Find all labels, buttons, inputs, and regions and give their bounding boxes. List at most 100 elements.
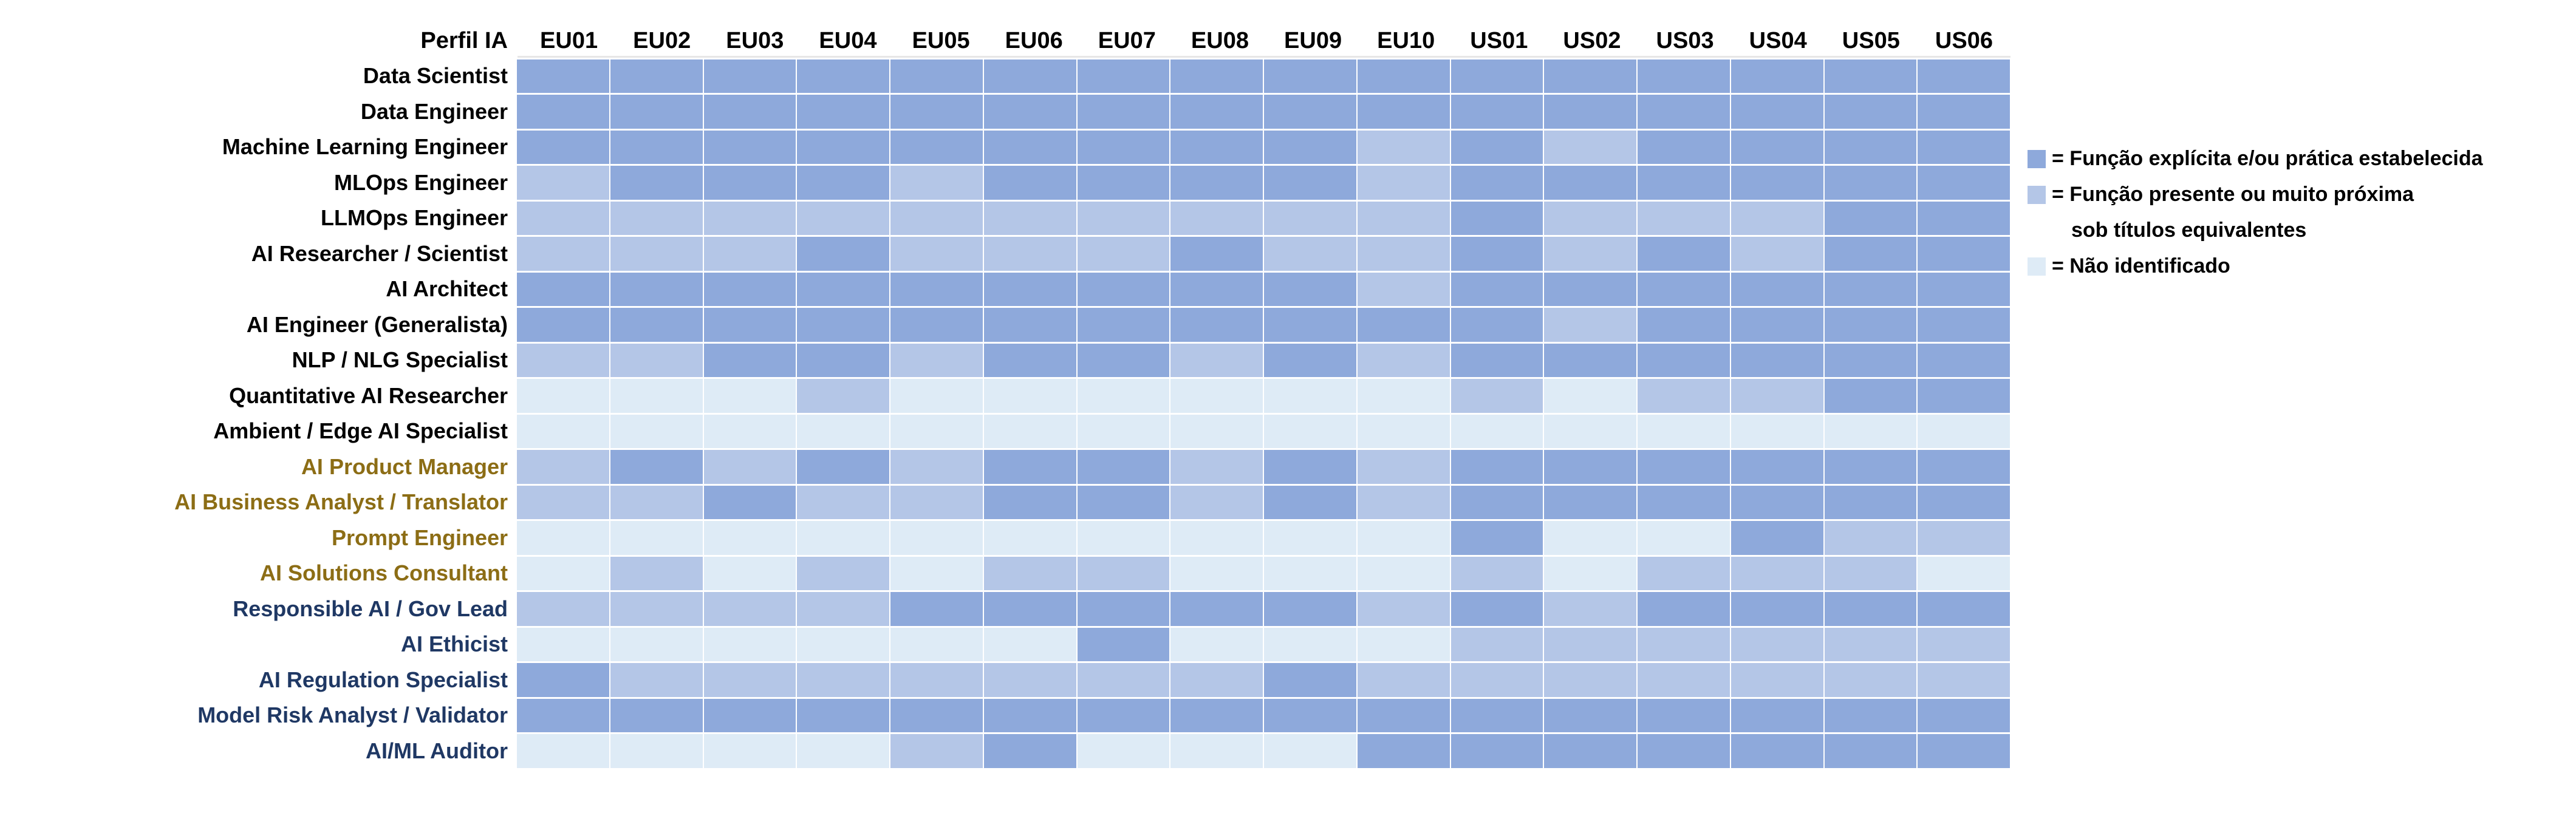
heatmap-cell — [1357, 379, 1450, 413]
heatmap-cell — [1170, 59, 1263, 93]
heatmap-row: Data Scientist — [0, 58, 2011, 94]
column-header: EU08 — [1191, 28, 1249, 53]
heatmap-cell — [1077, 272, 1170, 306]
heatmap-cell — [1077, 130, 1170, 164]
legend: = Função explícita e/ou prática estabele… — [2028, 141, 2483, 284]
heatmap-cell — [890, 485, 983, 519]
heatmap-cell — [797, 698, 889, 732]
heatmap-cell — [1264, 59, 1356, 93]
heatmap-cell — [1824, 343, 1917, 377]
heatmap-row: Prompt Engineer — [0, 520, 2011, 556]
heatmap-cell — [983, 556, 1076, 590]
heatmap-cell — [517, 663, 609, 697]
heatmap-cell — [1264, 485, 1356, 519]
heatmap-cell — [890, 201, 983, 235]
heatmap-cell — [1357, 166, 1450, 200]
heatmap-cell — [517, 308, 609, 342]
heatmap-cell — [1357, 592, 1450, 626]
column-header: US04 — [1749, 28, 1807, 53]
heatmap-cell — [1824, 663, 1917, 697]
heatmap-cell — [1450, 237, 1543, 271]
heatmap-cell — [1638, 450, 1730, 484]
heatmap-cell — [1544, 308, 1636, 342]
heatmap-cell — [1450, 698, 1543, 732]
heatmap-cell — [1264, 237, 1356, 271]
legend-swatch — [2028, 257, 2046, 276]
heatmap-cell — [983, 95, 1076, 129]
column-header: US02 — [1563, 28, 1621, 53]
heatmap-cell — [1918, 343, 2010, 377]
heatmap-cell — [1918, 592, 2010, 626]
heatmap-cell — [983, 237, 1076, 271]
heatmap-cell — [1450, 166, 1543, 200]
heatmap-cell — [1918, 414, 2010, 448]
heatmap-cell — [1450, 592, 1543, 626]
heatmap-row: Responsible AI / Gov Lead — [0, 591, 2011, 627]
heatmap-cell — [1077, 95, 1170, 129]
heatmap-cell — [1170, 379, 1263, 413]
heatmap-cell — [703, 130, 796, 164]
legend-item: = Não identificado — [2028, 248, 2483, 284]
heatmap-cell — [1544, 414, 1636, 448]
heatmap-cell — [1170, 734, 1263, 768]
heatmap-cell — [1264, 592, 1356, 626]
heatmap-cell — [797, 201, 889, 235]
heatmap-cell — [610, 663, 703, 697]
heatmap-cell — [890, 95, 983, 129]
heatmap-cell — [1357, 59, 1450, 93]
heatmap-cell — [703, 166, 796, 200]
heatmap-cell — [1450, 272, 1543, 306]
heatmap-row: AI Engineer (Generalista) — [0, 307, 2011, 343]
heatmap-cell — [1824, 201, 1917, 235]
heatmap-cell — [983, 485, 1076, 519]
heatmap-cell — [1638, 521, 1730, 555]
heatmap-cell — [1450, 201, 1543, 235]
heatmap-cell — [1170, 95, 1263, 129]
heatmap-cell — [797, 663, 889, 697]
heatmap-cell — [1264, 308, 1356, 342]
heatmap-cell — [1824, 592, 1917, 626]
heatmap-cell — [1450, 379, 1543, 413]
row-label: Ambient / Edge AI Specialist — [213, 418, 508, 443]
legend-label-continuation: sob títulos equivalentes — [2071, 219, 2307, 242]
column-header: EU06 — [1005, 28, 1063, 53]
heatmap-cell — [890, 734, 983, 768]
heatmap-cell — [1264, 379, 1356, 413]
heatmap-row: AI Product Manager — [0, 449, 2011, 485]
heatmap-cell — [1638, 663, 1730, 697]
heatmap-cell — [1077, 592, 1170, 626]
heatmap-cell — [1730, 627, 1823, 661]
legend-swatch — [2028, 185, 2046, 204]
heatmap-cell — [1077, 663, 1170, 697]
heatmap-cell — [1730, 414, 1823, 448]
heatmap-cell — [517, 698, 609, 732]
heatmap-cell — [1730, 663, 1823, 697]
column-header: EU04 — [819, 28, 877, 53]
heatmap-cell — [517, 343, 609, 377]
heatmap-cell — [1824, 485, 1917, 519]
heatmap-cell — [703, 627, 796, 661]
heatmap-cell — [1918, 95, 2010, 129]
heatmap-cell — [1077, 166, 1170, 200]
heatmap-cell — [890, 450, 983, 484]
heatmap-cell — [1638, 734, 1730, 768]
heatmap-cell — [610, 343, 703, 377]
heatmap-cell — [1730, 272, 1823, 306]
heatmap-cell — [1638, 485, 1730, 519]
heatmap-row: AI Ethicist — [0, 627, 2011, 662]
heatmap-cell — [1170, 414, 1263, 448]
heatmap-cell — [610, 237, 703, 271]
heatmap-cell — [1264, 130, 1356, 164]
heatmap-cell — [1357, 130, 1450, 164]
heatmap-cell — [1357, 343, 1450, 377]
heatmap-cell — [1918, 556, 2010, 590]
heatmap-cell — [1077, 379, 1170, 413]
heatmap-cell — [1824, 130, 1917, 164]
heatmap-cell — [983, 59, 1076, 93]
heatmap-cell — [890, 379, 983, 413]
column-header: US01 — [1470, 28, 1528, 53]
heatmap-cell — [1918, 59, 2010, 93]
heatmap-cell — [890, 414, 983, 448]
heatmap-cell — [610, 521, 703, 555]
heatmap-cell — [610, 95, 703, 129]
